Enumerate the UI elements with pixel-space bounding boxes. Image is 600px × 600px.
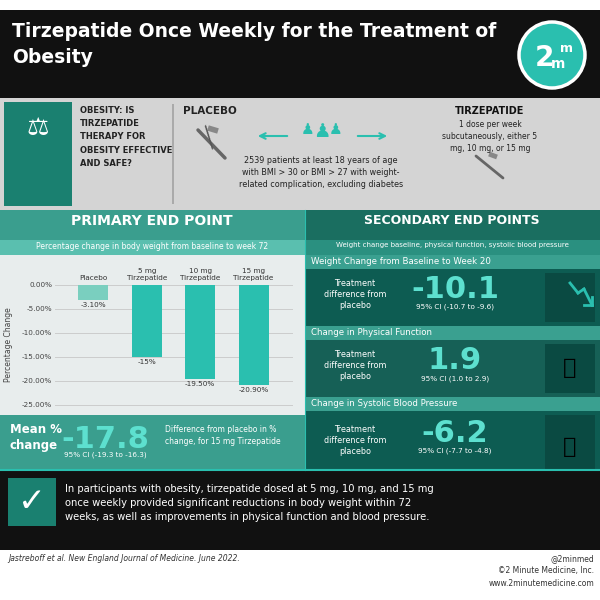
Text: ♟: ♟ [313,122,331,141]
Bar [305,411,600,480]
Text: Weight Change from Baseline to Week 20: Weight Change from Baseline to Week 20 [311,257,491,266]
Bar [545,344,595,393]
Text: ✓: ✓ [18,485,46,518]
Bar [305,397,600,411]
Text: ♟: ♟ [301,122,315,137]
Bar [0,255,305,415]
Bar [0,98,600,210]
Text: OBESITY: IS
TIRZEPATIDE
THERAPY FOR
OBESITY EFFECTIVE
AND SAFE?: OBESITY: IS TIRZEPATIDE THERAPY FOR OBES… [80,106,172,168]
Text: Jastreboff et al. New England Journal of Medicine. June 2022.: Jastreboff et al. New England Journal of… [8,554,240,563]
Text: Mean %
change: Mean % change [10,423,62,452]
Text: 15 mg
Tirzepatide: 15 mg Tirzepatide [233,268,274,281]
Bar [0,415,305,470]
Text: SECONDARY END POINTS: SECONDARY END POINTS [364,214,540,227]
Text: 95% CI (1.0 to 2.9): 95% CI (1.0 to 2.9) [421,375,489,382]
Text: -10.1: -10.1 [411,275,499,304]
Text: 95% CI (-7.7 to -4.8): 95% CI (-7.7 to -4.8) [418,448,491,455]
Text: Change in Physical Function: Change in Physical Function [311,328,432,337]
Bar [0,10,600,98]
Bar [545,415,595,476]
Text: m: m [551,57,565,71]
Text: Treatment
difference from
placebo: Treatment difference from placebo [324,350,386,381]
Text: -15.00%: -15.00% [22,354,52,360]
Text: -17.8: -17.8 [61,425,149,454]
Text: 💧: 💧 [563,437,577,457]
Text: -20.00%: -20.00% [22,378,52,384]
Circle shape [519,22,585,88]
Bar [305,210,600,240]
Text: ⚖: ⚖ [27,116,49,140]
Text: -25.00%: -25.00% [22,402,52,408]
Bar [79,285,109,300]
Bar [305,326,600,340]
Bar [0,470,600,550]
Text: Treatment
difference from
placebo: Treatment difference from placebo [324,425,386,456]
Text: Treatment
difference from
placebo: Treatment difference from placebo [324,279,386,310]
Text: TIRZEPATIDE: TIRZEPATIDE [455,106,524,116]
Text: Change in Systolic Blood Pressure: Change in Systolic Blood Pressure [311,399,457,408]
Bar [0,210,305,240]
Text: -3.10%: -3.10% [80,302,106,308]
Text: -20.90%: -20.90% [238,388,269,394]
Text: 1.9: 1.9 [428,346,482,375]
Text: PRIMARY END POINT: PRIMARY END POINT [71,214,233,228]
Text: 95% CI (-19.3 to -16.3): 95% CI (-19.3 to -16.3) [64,451,146,457]
Text: 0.00%: 0.00% [29,282,52,288]
Bar [305,255,600,269]
Bar [185,285,215,379]
Bar [305,240,600,255]
Bar [172,104,173,204]
Bar [0,550,600,600]
Text: Tirzepatide Once Weekly for the Treatment of: Tirzepatide Once Weekly for the Treatmen… [12,22,496,41]
Bar [239,285,269,385]
Text: Obesity: Obesity [12,48,93,67]
Text: 2: 2 [535,44,554,72]
Text: 10 mg
Tirzepatide: 10 mg Tirzepatide [180,268,220,281]
Bar [305,340,600,397]
Text: ╱: ╱ [198,126,222,150]
Text: ♟: ♟ [329,122,343,137]
Text: 95% CI (-10.7 to -9.6): 95% CI (-10.7 to -9.6) [416,304,494,311]
Text: -6.2: -6.2 [422,419,488,448]
Text: PLACEBO: PLACEBO [183,106,237,116]
Text: Percentage change in body weight from baseline to week 72: Percentage change in body weight from ba… [36,242,268,251]
Bar [8,478,56,526]
Bar [0,240,305,255]
Text: 2539 patients at least 18 years of age
with BMI > 30 or BMI > 27 with weight-
re: 2539 patients at least 18 years of age w… [239,156,403,188]
Text: 1 dose per week
subcutaneously, either 5
mg, 10 mg, or 15 mg: 1 dose per week subcutaneously, either 5… [442,120,538,152]
Bar [4,102,72,206]
Bar [132,285,162,357]
Text: @2minmed
©2 Minute Medicine, Inc.
www.2minutemedicine.com: @2minmed ©2 Minute Medicine, Inc. www.2m… [488,554,594,588]
Text: -10.00%: -10.00% [22,330,52,336]
Text: 🏃: 🏃 [563,358,577,378]
Bar [545,273,595,322]
Text: Difference from placebo in %
change, for 15 mg Tirzepatide: Difference from placebo in % change, for… [165,425,281,446]
Text: -15%: -15% [137,359,156,365]
Text: -19.50%: -19.50% [185,380,215,386]
Text: Weight change baseline, physical function, systolic blood pressure: Weight change baseline, physical functio… [335,242,568,248]
Text: Percentage Change: Percentage Change [4,308,14,382]
Text: In participants with obesity, tirzepatide dosed at 5 mg, 10 mg, and 15 mg
once w: In participants with obesity, tirzepatid… [65,484,434,522]
Text: m: m [560,42,573,55]
Bar [305,269,600,326]
Text: -5.00%: -5.00% [26,306,52,312]
Text: Placebo: Placebo [79,275,107,281]
Text: 5 mg
Tirzepatide: 5 mg Tirzepatide [127,268,167,281]
Bar [0,0,600,10]
